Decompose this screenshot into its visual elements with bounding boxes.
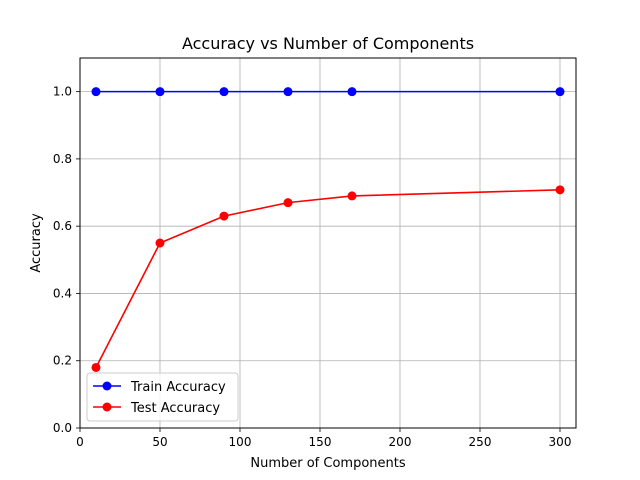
y-tick-label: 0.2 — [53, 354, 72, 368]
y-tick-label: 0.6 — [53, 219, 72, 233]
y-axis-label: Accuracy — [29, 213, 44, 273]
test-accuracy-point — [347, 191, 357, 201]
test-accuracy-line — [95, 189, 561, 368]
train-accuracy-point — [555, 87, 565, 97]
train-accuracy-point — [155, 87, 165, 97]
test-accuracy-point — [219, 211, 229, 221]
train-accuracy-point — [219, 87, 229, 97]
test-accuracy-point — [91, 362, 101, 372]
x-tick-label: 0 — [76, 435, 84, 449]
test-accuracy-point — [555, 185, 565, 195]
y-tick-label: 1.0 — [53, 85, 72, 99]
series-lines — [91, 87, 565, 372]
legend-train-accuracy-marker — [102, 381, 112, 391]
legend-test-accuracy-marker — [102, 402, 112, 412]
plot-frame — [79, 57, 577, 429]
legend: Train Accuracy Test Accuracy — [86, 372, 239, 422]
chart-title: Accuracy vs Number of Components — [182, 34, 474, 53]
x-tick-label: 200 — [389, 435, 412, 449]
y-tick-label: 0.0 — [53, 421, 72, 435]
legend-train-accuracy-label: Train Accuracy — [130, 380, 226, 395]
x-tick-label: 150 — [309, 435, 332, 449]
x-tick-label: 250 — [469, 435, 492, 449]
y-tick-label: 0.8 — [53, 152, 72, 166]
x-axis-label: Number of Components — [250, 456, 405, 471]
legend-box — [86, 372, 239, 422]
y-tick-label: 0.4 — [53, 286, 72, 300]
train-accuracy-point — [347, 87, 357, 97]
x-tick-label: 100 — [229, 435, 252, 449]
train-accuracy-point — [283, 87, 293, 97]
train-accuracy-point — [91, 87, 101, 97]
x-tick-label: 50 — [152, 435, 167, 449]
test-accuracy-point — [155, 238, 165, 248]
legend-test-accuracy-label: Test Accuracy — [130, 401, 220, 416]
ticks: 0 50 100 150 200 250 300 0.0 0.2 0.4 0.6 0.8 1.0 — [53, 85, 572, 449]
x-tick-label: 300 — [549, 435, 572, 449]
test-accuracy-point — [283, 198, 293, 208]
